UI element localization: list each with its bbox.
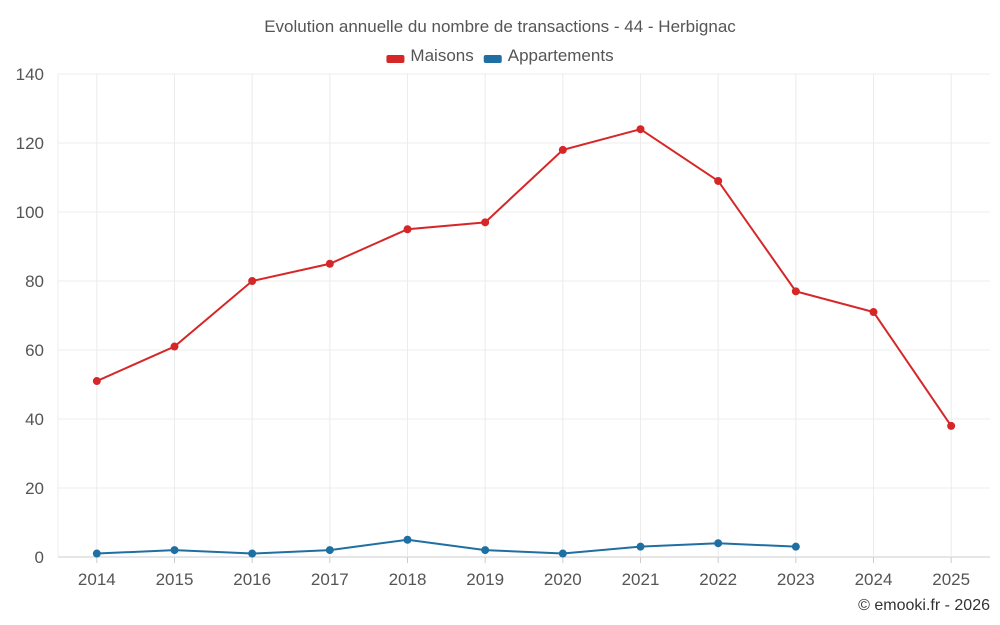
- data-point-maisons[interactable]: [170, 342, 179, 351]
- credit-text: © emooki.fr - 2026: [858, 597, 990, 614]
- data-point-appartements[interactable]: [481, 546, 490, 555]
- data-point-maisons[interactable]: [325, 259, 334, 268]
- data-point-maisons[interactable]: [791, 287, 800, 296]
- data-point-appartements[interactable]: [636, 542, 645, 551]
- x-tick-label: 2023: [777, 570, 815, 589]
- y-tick-label: 100: [16, 203, 44, 222]
- data-point-maisons[interactable]: [947, 421, 956, 430]
- x-tick-label: 2022: [699, 570, 737, 589]
- data-point-appartements[interactable]: [325, 546, 334, 555]
- legend-item-appartements[interactable]: Appartements: [483, 46, 614, 65]
- data-point-maisons[interactable]: [636, 125, 645, 134]
- data-point-maisons[interactable]: [481, 218, 490, 227]
- series-layer: [92, 125, 956, 558]
- y-tick-label: 140: [16, 65, 44, 84]
- x-tick-label: 2016: [233, 570, 271, 589]
- x-tick-label: 2025: [932, 570, 970, 589]
- y-tick-label: 80: [25, 272, 44, 291]
- legend-swatch-appartements: [483, 55, 502, 63]
- x-tick-label: 2015: [156, 570, 194, 589]
- data-point-maisons[interactable]: [558, 145, 567, 154]
- data-point-maisons[interactable]: [403, 225, 412, 234]
- data-point-appartements[interactable]: [170, 546, 179, 555]
- x-tick-label: 2019: [466, 570, 504, 589]
- series-line-appartements: [96, 538, 796, 555]
- y-tick-label: 120: [16, 134, 44, 153]
- data-point-maisons[interactable]: [92, 377, 101, 386]
- legend-label-maisons: Maisons: [410, 46, 473, 65]
- data-point-appartements[interactable]: [248, 549, 257, 558]
- y-tick-label: 40: [25, 410, 44, 429]
- x-tick-label: 2020: [544, 570, 582, 589]
- data-point-appartements[interactable]: [403, 535, 412, 544]
- data-point-maisons[interactable]: [714, 176, 723, 185]
- data-point-appartements[interactable]: [791, 542, 800, 551]
- x-tick-label: 2018: [389, 570, 427, 589]
- legend-item-maisons[interactable]: Maisons: [386, 46, 474, 65]
- data-point-appartements[interactable]: [92, 549, 101, 558]
- legend-swatch-maisons: [386, 55, 405, 63]
- series-appartements: [92, 535, 800, 558]
- data-point-appartements[interactable]: [558, 549, 567, 558]
- series-line-maisons: [96, 128, 952, 427]
- y-tick-label: 0: [35, 548, 44, 567]
- x-tick-label: 2021: [622, 570, 660, 589]
- data-point-appartements[interactable]: [714, 539, 723, 548]
- data-point-maisons[interactable]: [869, 308, 878, 317]
- x-tick-label: 2017: [311, 570, 349, 589]
- y-tick-label: 20: [25, 479, 44, 498]
- grid: [57, 73, 990, 558]
- x-tick-label: 2014: [78, 570, 116, 589]
- chart-title: Evolution annuelle du nombre de transact…: [264, 17, 736, 36]
- series-maisons: [92, 125, 956, 430]
- y-tick-label: 60: [25, 341, 44, 360]
- axes: 0 20 40 60 80 100 120 140 2014 2015 2016 2017 2018 20…: [16, 65, 970, 589]
- legend-label-appartements: Appartements: [508, 46, 614, 65]
- data-point-maisons[interactable]: [248, 277, 257, 285]
- legend[interactable]: Maisons Appartements: [386, 46, 614, 65]
- x-tick-label: 2024: [855, 570, 893, 589]
